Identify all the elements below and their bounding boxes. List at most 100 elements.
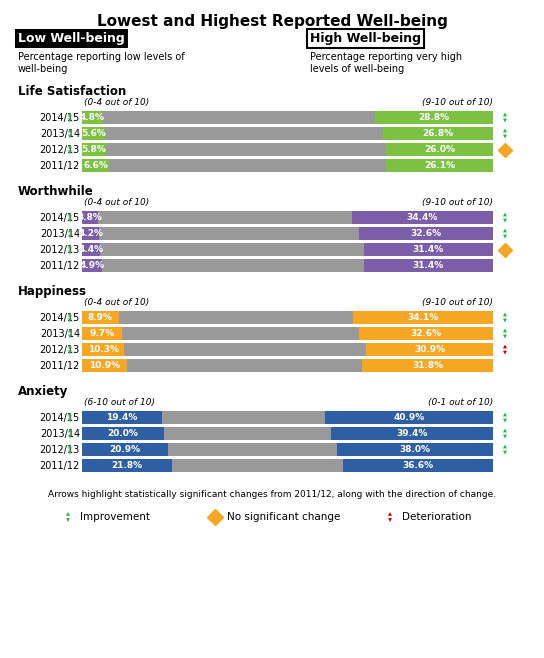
Text: 28.8%: 28.8% [418,113,449,122]
Bar [325,411,493,424]
Bar [383,127,493,140]
Text: 32.6%: 32.6% [410,229,442,238]
Text: 40.9%: 40.9% [393,413,424,422]
Bar [82,343,493,356]
Text: 2011/12: 2011/12 [40,261,80,270]
Bar [82,227,493,240]
Bar [82,143,106,156]
Text: 5.8%: 5.8% [82,145,107,154]
Text: 2012/13: 2012/13 [40,245,80,255]
Bar [82,411,493,424]
Bar [82,327,493,340]
Bar [82,211,493,224]
Bar [82,127,105,140]
Bar [82,459,493,472]
Bar [82,443,168,456]
Bar [82,111,102,124]
Bar [82,243,100,256]
Text: 2013/14: 2013/14 [40,328,80,338]
Text: Arrows highlight statistically significant changes from 2011/12, along with the : Arrows highlight statistically significa… [48,490,496,499]
Bar [331,427,493,440]
Text: Worthwhile: Worthwhile [18,185,94,198]
Text: 38.0%: 38.0% [399,445,430,454]
Text: 2014/15: 2014/15 [40,313,80,322]
Text: Improvement: Improvement [80,512,150,522]
Bar [82,327,122,340]
Bar [82,359,493,372]
Text: 21.8%: 21.8% [111,461,143,470]
Text: 3.8%: 3.8% [77,213,102,222]
Bar [364,259,493,272]
Text: Percentage reporting low levels of
well-being: Percentage reporting low levels of well-… [18,52,184,74]
Text: (0-4 out of 10): (0-4 out of 10) [84,198,149,207]
Text: 2011/12: 2011/12 [40,161,80,170]
Text: 2013/14: 2013/14 [40,228,80,238]
Text: (9-10 out of 10): (9-10 out of 10) [422,198,493,207]
Text: Deterioration: Deterioration [402,512,472,522]
Bar [359,327,493,340]
Text: 10.9%: 10.9% [89,361,120,370]
Text: 2013/14: 2013/14 [40,128,80,138]
Text: 4.4%: 4.4% [78,245,103,254]
Bar [82,427,164,440]
Bar [364,243,493,256]
Bar [82,427,493,440]
Text: 4.9%: 4.9% [79,261,104,270]
Bar [82,259,493,272]
Text: 5.6%: 5.6% [81,129,106,138]
Text: Low Well-being: Low Well-being [18,32,125,45]
Text: 2013/14: 2013/14 [40,428,80,438]
Text: 34.4%: 34.4% [406,213,438,222]
Text: 34.1%: 34.1% [407,313,438,322]
Text: 4.8%: 4.8% [79,113,104,122]
Bar [82,411,162,424]
Bar [343,459,493,472]
Bar [82,443,493,456]
Text: 2014/15: 2014/15 [40,413,80,422]
Text: (0-4 out of 10): (0-4 out of 10) [84,98,149,107]
Text: 19.4%: 19.4% [106,413,138,422]
Bar [337,443,493,456]
Text: 4.2%: 4.2% [78,229,103,238]
Text: 32.6%: 32.6% [410,329,442,338]
Text: 8.9%: 8.9% [88,313,113,322]
Bar [82,343,125,356]
Bar [82,127,493,140]
Text: Anxiety: Anxiety [18,385,69,398]
Text: Happiness: Happiness [18,285,87,298]
Text: No significant change: No significant change [227,512,341,522]
Bar [82,159,493,172]
Bar [82,311,119,324]
Text: 36.6%: 36.6% [402,461,434,470]
Text: 31.8%: 31.8% [412,361,443,370]
Text: 2012/13: 2012/13 [40,345,80,355]
Bar [82,259,102,272]
Bar [82,359,127,372]
Text: High Well-being: High Well-being [310,32,421,45]
Text: 31.4%: 31.4% [413,245,444,254]
Text: (0-1 out of 10): (0-1 out of 10) [428,398,493,407]
Text: 2012/13: 2012/13 [40,145,80,155]
Text: Life Satisfaction: Life Satisfaction [18,85,126,98]
Bar [375,111,493,124]
Bar [362,359,493,372]
Text: 2012/13: 2012/13 [40,445,80,455]
Text: 2011/12: 2011/12 [40,361,80,370]
Text: 39.4%: 39.4% [397,429,428,438]
Bar [82,143,493,156]
Text: 26.1%: 26.1% [424,161,455,170]
Bar [82,459,171,472]
Bar [386,143,493,156]
Bar [359,227,493,240]
Text: 20.0%: 20.0% [108,429,139,438]
Text: 30.9%: 30.9% [414,345,445,354]
Text: 2014/15: 2014/15 [40,213,80,222]
Text: (9-10 out of 10): (9-10 out of 10) [422,298,493,307]
Text: 26.0%: 26.0% [424,145,455,154]
Text: 2014/15: 2014/15 [40,113,80,122]
Text: 9.7%: 9.7% [89,329,114,338]
Bar [353,311,493,324]
Text: (9-10 out of 10): (9-10 out of 10) [422,98,493,107]
Bar [82,227,99,240]
Text: 10.3%: 10.3% [88,345,119,354]
